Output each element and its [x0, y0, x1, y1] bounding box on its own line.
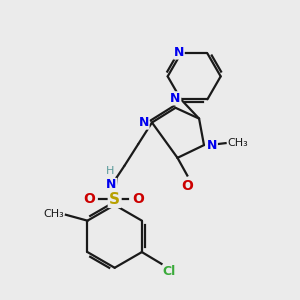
- Text: O: O: [132, 192, 144, 206]
- Text: N: N: [174, 46, 184, 59]
- Text: O: O: [182, 179, 193, 194]
- Text: CH₃: CH₃: [227, 138, 248, 148]
- Text: N: N: [207, 139, 217, 152]
- Text: CH₃: CH₃: [43, 209, 64, 219]
- Text: H: H: [106, 167, 115, 176]
- Text: S: S: [109, 192, 120, 207]
- Text: N: N: [106, 178, 117, 191]
- Text: N: N: [170, 92, 181, 105]
- Text: N: N: [139, 116, 149, 129]
- Text: Cl: Cl: [163, 265, 176, 278]
- Text: O: O: [83, 192, 95, 206]
